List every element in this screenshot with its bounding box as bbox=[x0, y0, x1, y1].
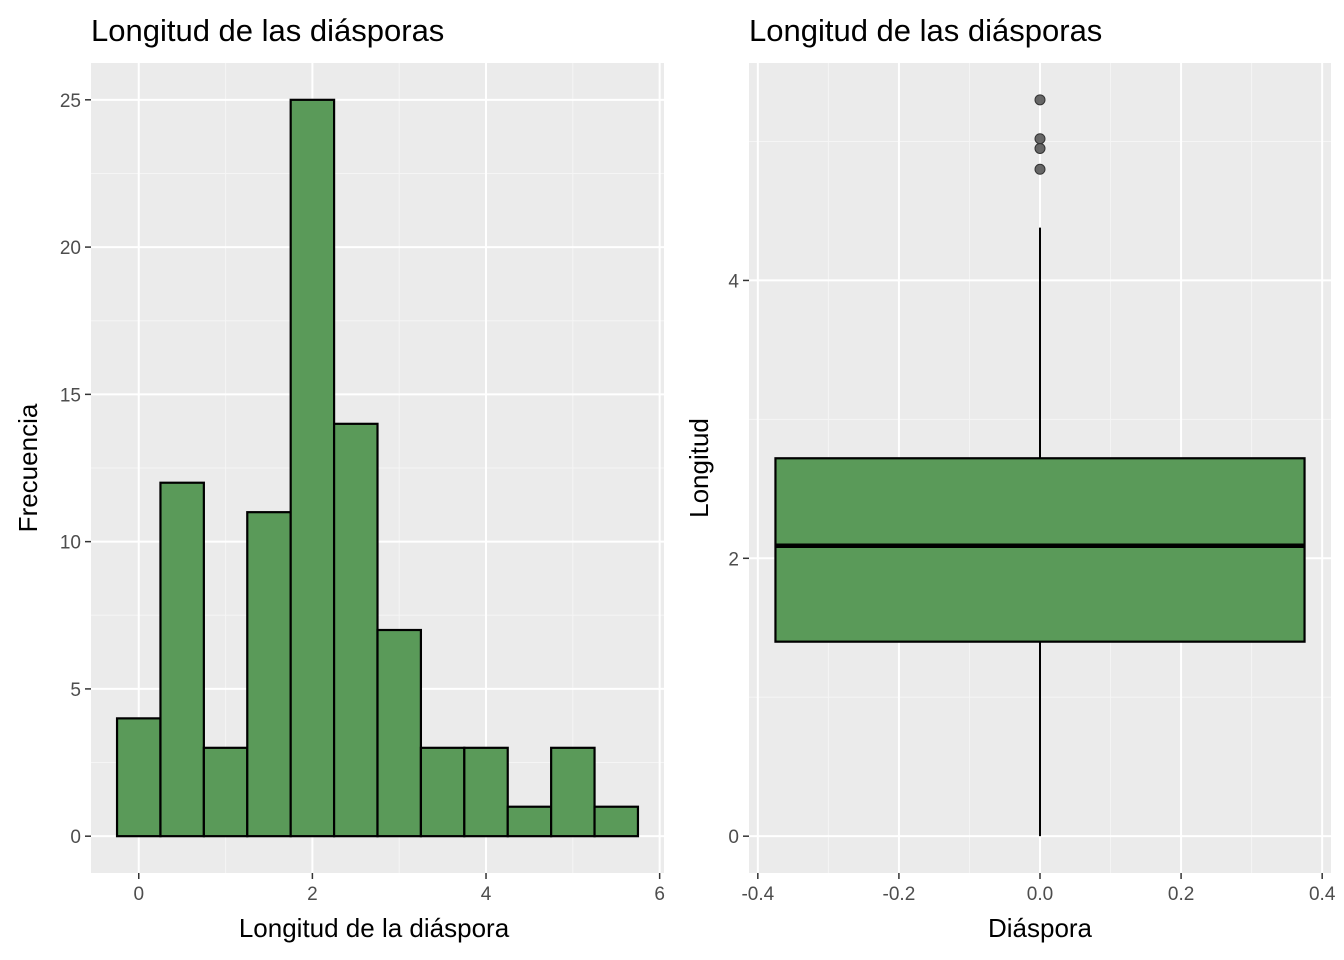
histogram-y-tick-label: 10 bbox=[60, 533, 81, 554]
histogram-bar bbox=[202, 746, 249, 838]
boxplot-x-axis-title: Diáspora bbox=[988, 913, 1093, 943]
histogram-bar bbox=[159, 481, 205, 838]
histogram-y-tick-label: 5 bbox=[70, 680, 81, 701]
boxplot-outlier-point bbox=[1034, 163, 1046, 175]
boxplot-marks bbox=[774, 94, 1306, 837]
boxplot-outlier-point bbox=[1034, 142, 1046, 154]
histogram-bar bbox=[463, 746, 509, 838]
histogram-y-tick-label: 20 bbox=[60, 238, 81, 259]
boxplot-title: Longitud de las diásporas bbox=[749, 13, 1102, 48]
histogram-bar bbox=[419, 746, 466, 838]
boxplot-y-tick-label: 2 bbox=[728, 549, 739, 570]
histogram-bars bbox=[115, 98, 640, 838]
histogram-bar bbox=[506, 805, 553, 838]
histogram-bar bbox=[115, 717, 162, 838]
boxplot-y-tick-label: 0 bbox=[728, 827, 739, 848]
histogram-panel: 0 2 4 6 0 5 10 15 20 25 Longitud de las diásporas… bbox=[13, 13, 665, 943]
boxplot-outlier-point bbox=[1034, 133, 1046, 145]
boxplot-y-tick-label: 4 bbox=[728, 271, 739, 292]
histogram-bar bbox=[550, 746, 596, 838]
histogram-bar bbox=[593, 805, 640, 838]
boxplot-x-tick-label: -0.2 bbox=[883, 884, 916, 905]
histogram-x-axis-title: Longitud de la diáspora bbox=[239, 913, 510, 943]
histogram-y-tick-label: 25 bbox=[60, 91, 81, 112]
histogram-y-axis-title: Frecuencia bbox=[13, 403, 43, 532]
boxplot-outlier-point bbox=[1034, 94, 1046, 106]
boxplot-box bbox=[774, 457, 1306, 643]
histogram-title: Longitud de las diásporas bbox=[91, 13, 444, 48]
histogram-y-tick-label: 0 bbox=[70, 827, 81, 848]
histogram-bar bbox=[332, 422, 379, 838]
boxplot-axis-ticks: -0.4 -0.2 0.0 0.2 0.4 0 2 4 bbox=[728, 271, 1335, 905]
boxplot-x-tick-label: 0.2 bbox=[1168, 884, 1194, 905]
histogram-bar bbox=[376, 628, 423, 838]
boxplot-x-tick-label: -0.4 bbox=[741, 884, 774, 905]
histogram-bar bbox=[289, 98, 336, 838]
histogram-bar bbox=[246, 511, 292, 838]
histogram-x-tick-label: 0 bbox=[133, 884, 144, 905]
histogram-x-tick-label: 2 bbox=[307, 884, 318, 905]
boxplot-y-axis-title: Longitud bbox=[684, 418, 714, 518]
histogram-x-tick-label: 4 bbox=[481, 884, 492, 905]
boxplot-x-tick-label: 0.4 bbox=[1309, 884, 1336, 905]
boxplot-panel: -0.4 -0.2 0.0 0.2 0.4 0 2 4 Longitud de las diá… bbox=[684, 13, 1336, 943]
histogram-axis-ticks: 0 2 4 6 0 5 10 15 20 25 bbox=[60, 91, 665, 905]
boxplot-x-tick-label: 0.0 bbox=[1027, 884, 1053, 905]
histogram-x-tick-label: 6 bbox=[654, 884, 665, 905]
histogram-y-tick-label: 15 bbox=[60, 385, 81, 406]
